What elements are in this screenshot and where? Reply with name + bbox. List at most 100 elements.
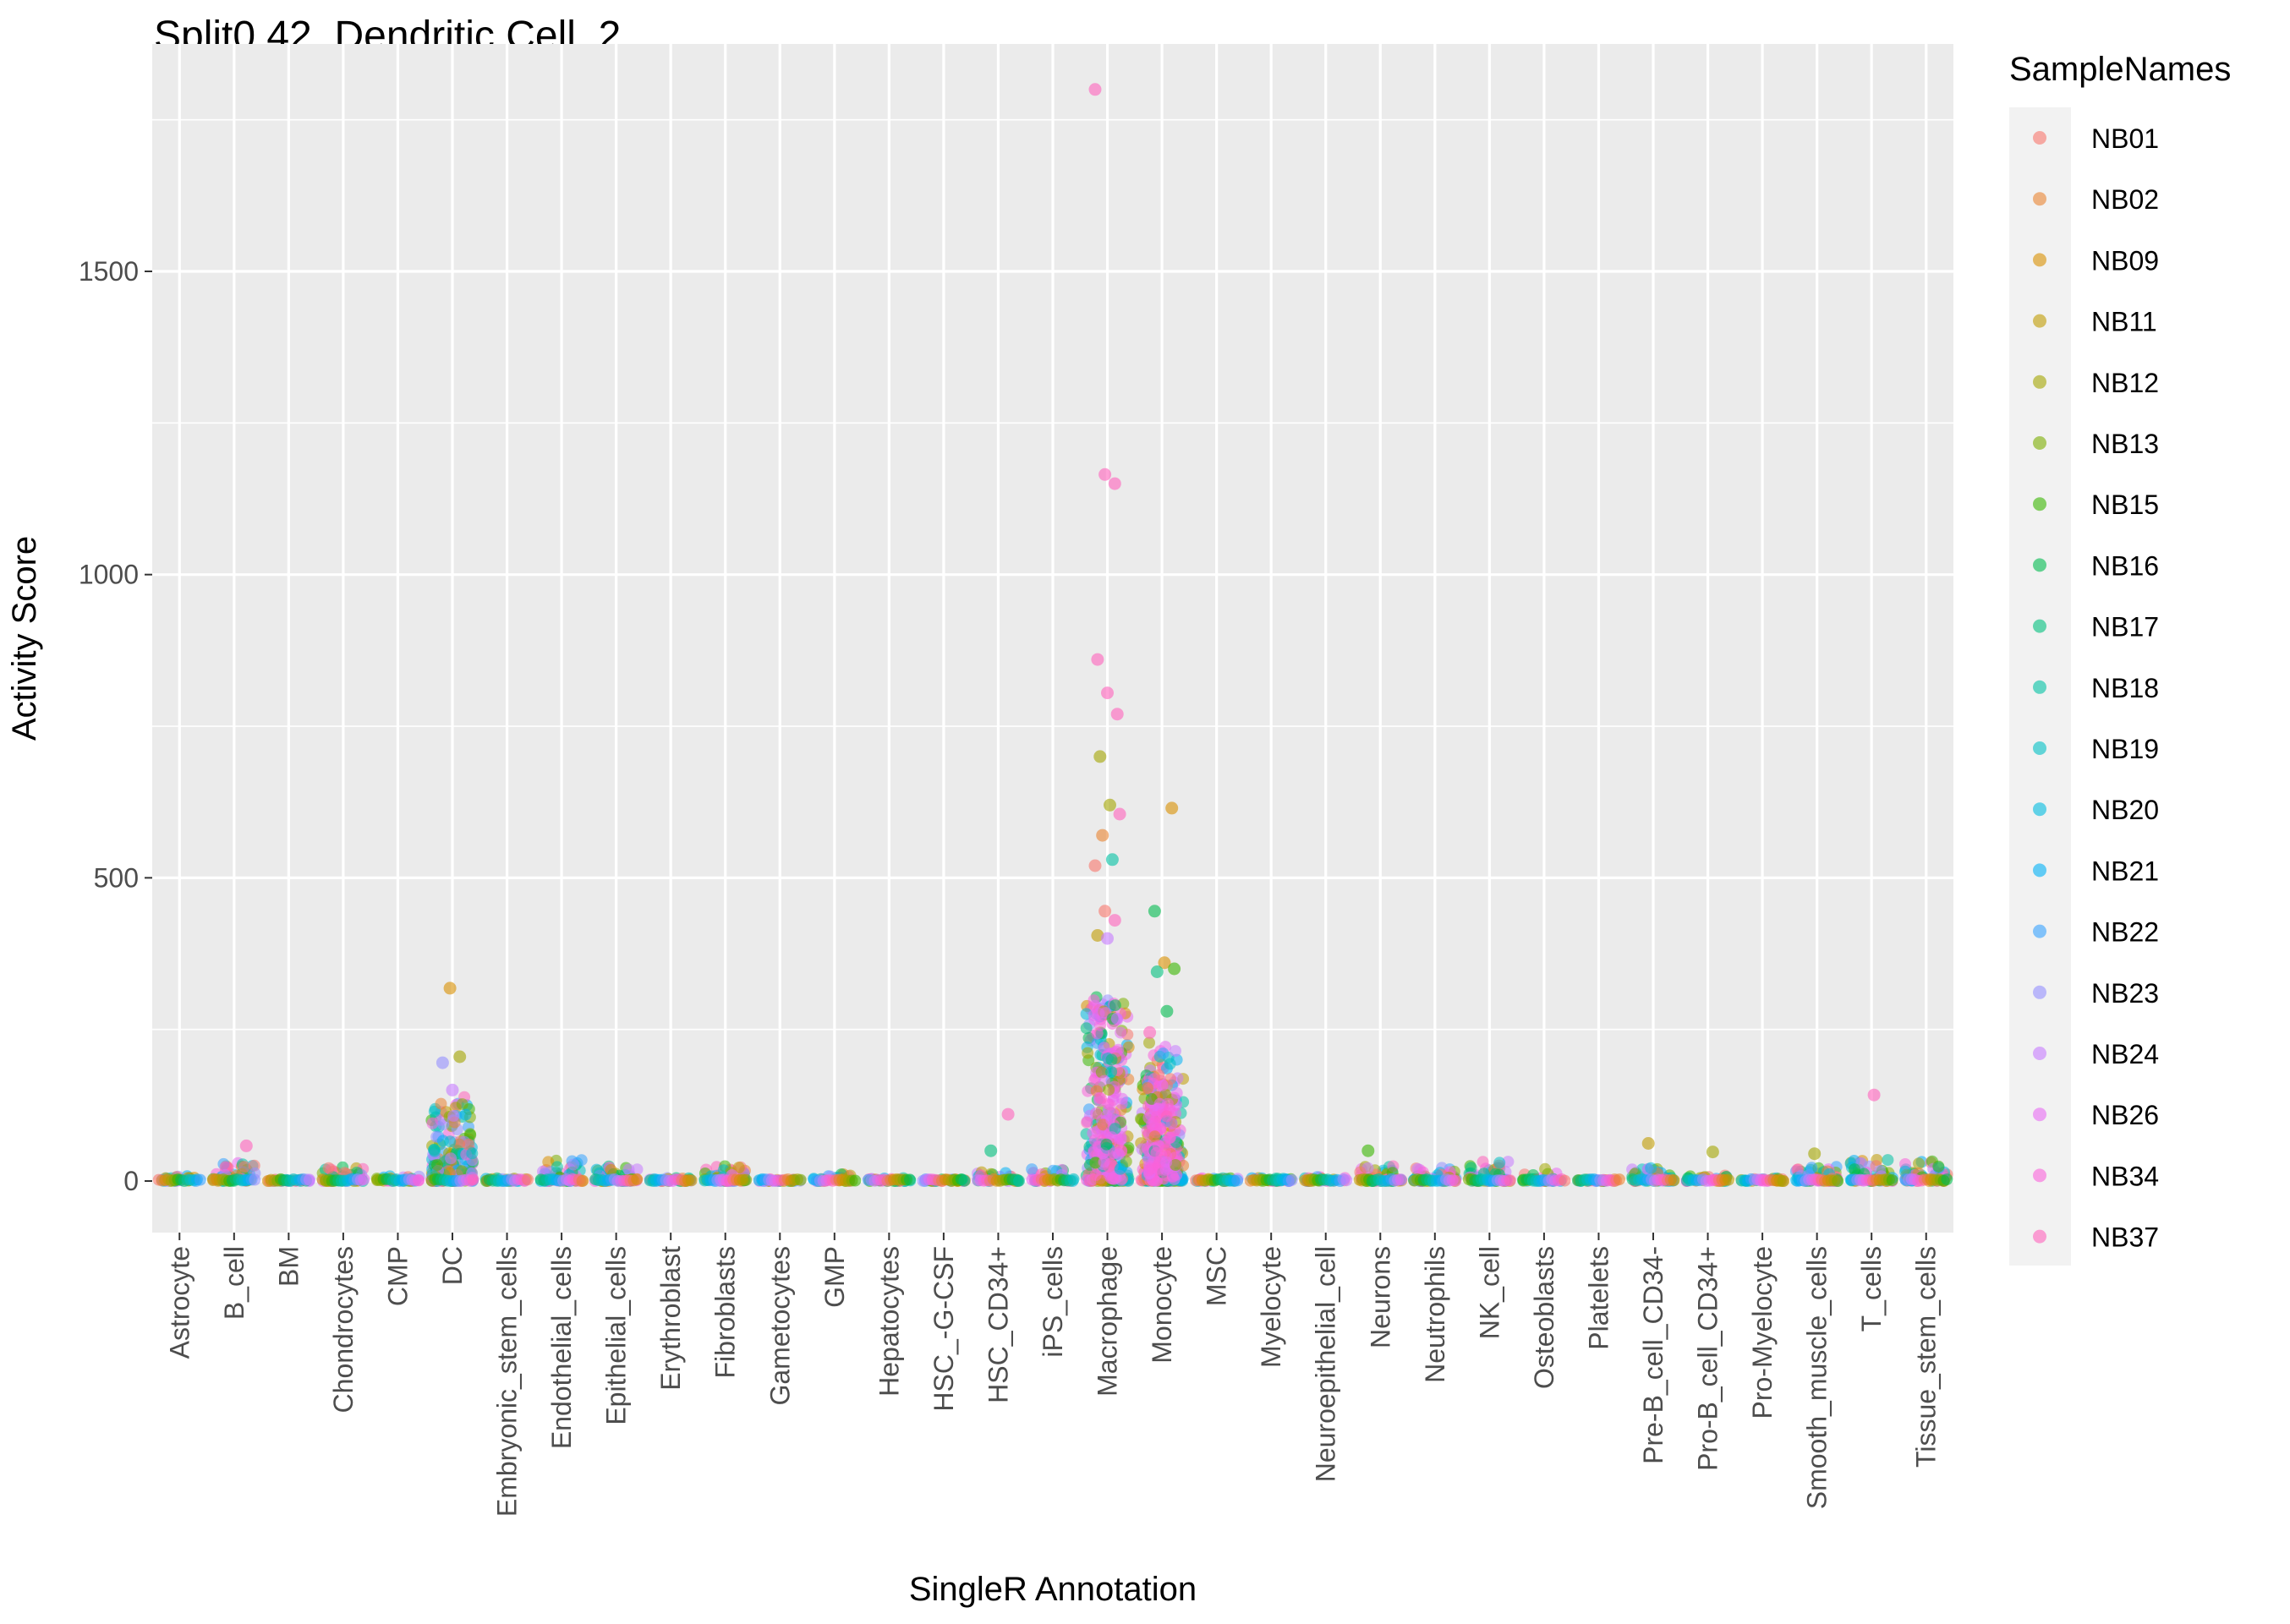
data-point [1504, 1174, 1516, 1187]
data-point [1340, 1174, 1353, 1187]
data-point [456, 1098, 468, 1111]
data-point [1167, 1171, 1179, 1183]
data-point [1153, 1069, 1165, 1081]
y-tick-label: 500 [94, 862, 139, 893]
data-point [1091, 653, 1104, 666]
data-point [358, 1173, 370, 1186]
x-tick-label: T_cells [1856, 1246, 1887, 1331]
data-point [446, 1083, 459, 1096]
data-point [453, 1050, 467, 1064]
data-point [1913, 1157, 1925, 1170]
data-point [1394, 1173, 1407, 1186]
data-point [522, 1173, 534, 1186]
x-tick-label: DC [437, 1246, 468, 1285]
legend-label: NB02 [2091, 184, 2159, 215]
data-point [1105, 853, 1119, 867]
x-tick-label: B_cell [219, 1246, 249, 1320]
data-point [1150, 965, 1164, 978]
data-point [1886, 1174, 1898, 1187]
data-point [1110, 708, 1124, 721]
data-point [1107, 1173, 1119, 1185]
y-tick-label: 1500 [79, 256, 139, 287]
x-tick-label: BM [273, 1246, 304, 1287]
data-point [239, 1139, 253, 1152]
legend-key [2033, 802, 2046, 817]
data-point [1110, 1012, 1123, 1025]
legend-key [2033, 314, 2046, 328]
data-point [849, 1174, 862, 1187]
legend-key [2033, 192, 2046, 206]
data-point [459, 1108, 472, 1121]
data-point [1156, 1079, 1169, 1091]
data-point [1105, 1053, 1118, 1066]
data-point [1098, 905, 1112, 918]
data-point [1170, 1045, 1181, 1058]
x-tick-label: Pre-B_cell_CD34- [1638, 1246, 1668, 1464]
legend-key [2033, 680, 2046, 694]
data-point [447, 1109, 460, 1122]
data-point [1361, 1144, 1375, 1157]
data-point [1098, 1156, 1110, 1168]
data-point [1832, 1174, 1844, 1187]
legend-label: NB19 [2091, 734, 2159, 764]
data-point [685, 1174, 698, 1187]
x-tick-label: Macrophage [1093, 1246, 1123, 1397]
data-point [249, 1173, 261, 1186]
data-point [1170, 1159, 1182, 1171]
x-tick-label: HSC_-G-CSF [929, 1246, 959, 1412]
data-point [551, 1161, 563, 1173]
x-tick-label: Platelets [1583, 1246, 1613, 1350]
data-point [1168, 962, 1181, 976]
legend-label: NB09 [2091, 245, 2159, 276]
x-tick-label: Embryonic_stem_cells [492, 1246, 523, 1517]
data-point [1882, 1154, 1894, 1167]
legend-label: NB21 [2091, 856, 2159, 886]
data-point [1067, 1173, 1080, 1185]
x-tick-label: Neurons [1365, 1246, 1395, 1348]
data-point [1105, 1065, 1118, 1078]
data-point [1160, 1004, 1174, 1018]
data-point [1142, 1153, 1154, 1166]
data-point [1100, 1138, 1113, 1151]
data-point [1103, 1084, 1115, 1096]
legend-key [2033, 558, 2046, 572]
data-point [1088, 1074, 1101, 1086]
legend-label: NB11 [2091, 307, 2157, 337]
data-point [1108, 914, 1121, 927]
data-point [1285, 1173, 1298, 1186]
data-point [1114, 1162, 1126, 1175]
x-tick-label: Tissue_stem_cells [1911, 1246, 1942, 1468]
x-tick-label: Astrocyte [164, 1246, 194, 1359]
data-point [303, 1173, 315, 1186]
data-point [1559, 1174, 1571, 1187]
x-tick-label: Erythroblast [655, 1246, 686, 1391]
data-point [1157, 1047, 1170, 1060]
data-point [740, 1173, 753, 1186]
x-tick-label: Hepatocytes [874, 1246, 904, 1397]
data-point [1932, 1160, 1945, 1173]
legend-key [2033, 1229, 2046, 1244]
data-point [1231, 1174, 1244, 1187]
data-point [426, 1117, 439, 1129]
data-point [445, 1152, 457, 1165]
legend-label: NB13 [2091, 429, 2159, 459]
legend-key [2033, 375, 2046, 389]
data-point [1081, 1116, 1093, 1129]
data-point [1089, 1169, 1102, 1181]
data-point [1098, 1074, 1110, 1087]
legend-label: NB17 [2091, 612, 2159, 642]
legend-key [2033, 253, 2046, 267]
data-point [1096, 828, 1109, 842]
data-point [444, 1135, 457, 1148]
data-point [1808, 1147, 1822, 1161]
data-point [1115, 1026, 1127, 1039]
data-point [605, 1163, 617, 1176]
data-point [1104, 798, 1116, 812]
data-point [576, 1175, 589, 1187]
data-point [567, 1158, 580, 1171]
data-point [1148, 1130, 1161, 1143]
x-tick-label: Pro-Myelocyte [1747, 1246, 1778, 1419]
data-point [1941, 1173, 1953, 1186]
data-point [1148, 905, 1161, 918]
